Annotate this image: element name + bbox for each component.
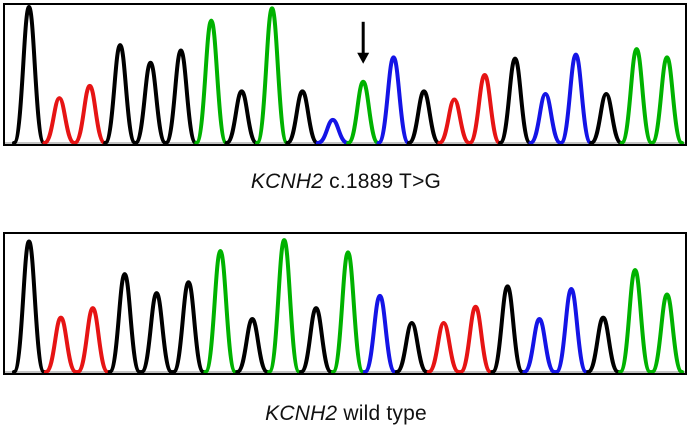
chromatogram-panel-mutant bbox=[3, 3, 687, 146]
wildtype-peak-4-g bbox=[139, 291, 174, 373]
mutant-peak-9-g bbox=[285, 89, 320, 144]
wildtype-peak-8-a bbox=[267, 238, 302, 373]
mutant-peak-17-c bbox=[528, 92, 563, 144]
wildtype-peak-6-a bbox=[203, 248, 238, 373]
wildtype-peak-19-a bbox=[618, 268, 653, 373]
mutant-peak-21-a bbox=[650, 55, 684, 144]
mutant-peak-16-g bbox=[498, 56, 533, 144]
wildtype-peak-14-t bbox=[458, 304, 493, 373]
caption-wildtype-text: wild type bbox=[343, 402, 427, 425]
mutant-peak-13-g bbox=[406, 89, 441, 144]
mutant-peak-7-g bbox=[224, 89, 259, 144]
mutant-peak-11-a bbox=[346, 79, 381, 144]
mutant-peak-3-g bbox=[103, 43, 138, 144]
wildtype-peak-9-g bbox=[299, 306, 334, 373]
chromatogram-trace-mutant bbox=[5, 5, 685, 144]
chromatogram-trace-wildtype bbox=[5, 238, 685, 373]
wildtype-peak-1-t bbox=[43, 315, 78, 373]
wildtype-peak-11-c bbox=[362, 293, 397, 373]
mutant-peak-1-t bbox=[42, 96, 77, 144]
mutant-peak-14-t bbox=[437, 97, 472, 144]
wildtype-peak-13-t bbox=[426, 321, 461, 373]
mutant-peak-6-a bbox=[194, 18, 229, 144]
mutant-peak-20-a bbox=[619, 47, 654, 144]
wildtype-peak-0-g bbox=[12, 239, 46, 373]
wildtype-peak-2-t bbox=[75, 306, 110, 373]
mutant-peak-4-g bbox=[133, 60, 168, 144]
chromatogram-panel-wildtype bbox=[3, 232, 687, 375]
caption-mutant-text: c.1889 T>G bbox=[329, 170, 442, 193]
mutant-peak-15-t bbox=[467, 73, 502, 144]
mutant-peak-0-g bbox=[12, 5, 46, 144]
mutant-peak-2-t bbox=[72, 83, 107, 144]
caption-wildtype: KCNH2 wild type bbox=[0, 402, 692, 426]
caption-mutant-gene: KCNH2 bbox=[250, 170, 324, 193]
down-arrow-icon bbox=[357, 21, 370, 64]
wildtype-peak-16-c bbox=[522, 316, 557, 373]
wildtype-peak-12-g bbox=[394, 321, 429, 373]
mutant-peak-8-a bbox=[255, 6, 290, 144]
wildtype-peak-17-c bbox=[554, 287, 589, 373]
wildtype-peak-18-g bbox=[586, 315, 621, 373]
caption-wildtype-gene: KCNH2 bbox=[265, 402, 338, 425]
mutant-peak-19-g bbox=[589, 92, 624, 144]
wildtype-peak-15-g bbox=[490, 284, 525, 373]
mutant-peak-12-c bbox=[376, 55, 411, 144]
wildtype-peak-5-g bbox=[171, 280, 206, 373]
wildtype-peak-20-a bbox=[650, 292, 684, 373]
mutant-peak-18-c bbox=[558, 52, 593, 144]
wildtype-peak-10-a bbox=[331, 250, 365, 373]
wildtype-peak-3-g bbox=[107, 272, 142, 373]
caption-mutant: KCNH2 c.1889 T>G bbox=[0, 170, 692, 194]
mutant-peak-5-g bbox=[163, 48, 198, 144]
wildtype-peak-7-g bbox=[235, 316, 270, 373]
mutant-peak-10-c bbox=[315, 117, 350, 144]
